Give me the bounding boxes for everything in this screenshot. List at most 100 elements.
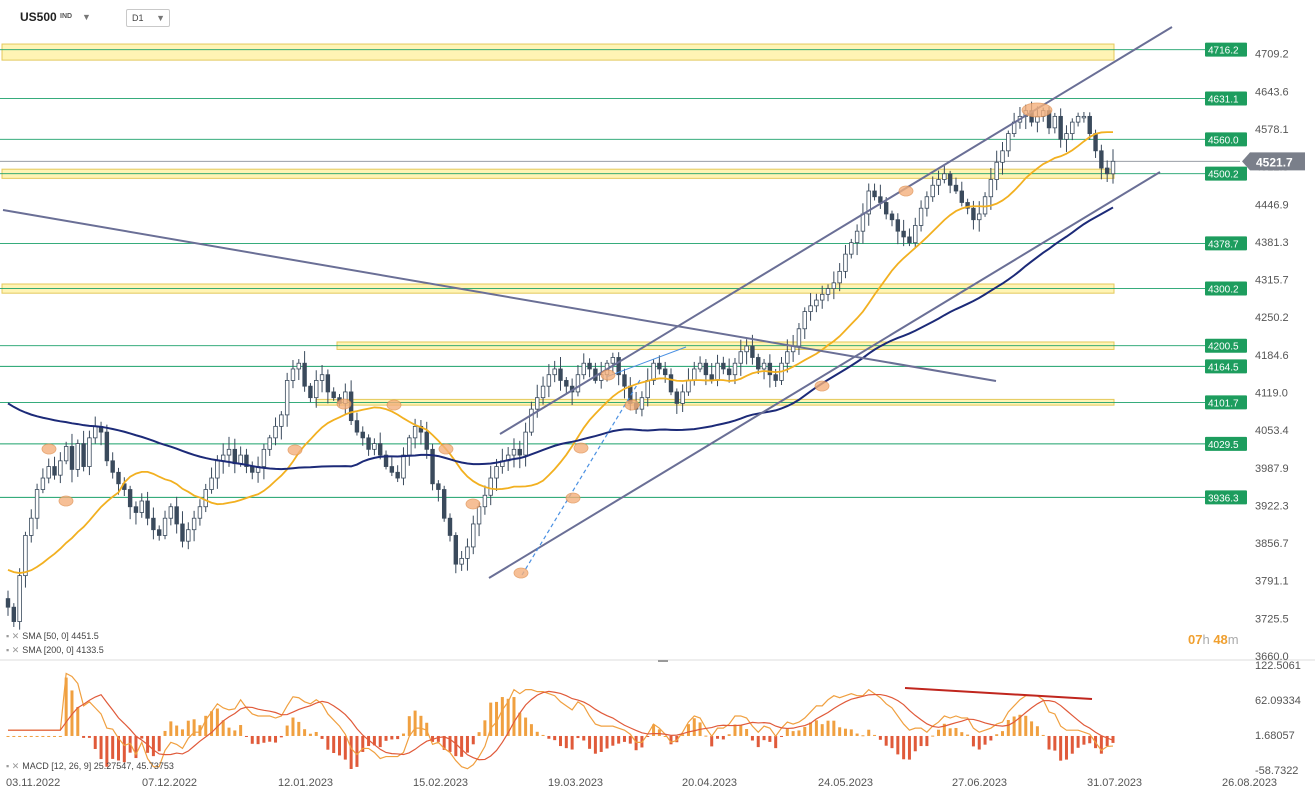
macd-bar [1047, 735, 1051, 750]
macd-bar [23, 735, 27, 737]
macd-bar [576, 735, 580, 739]
candle-body [476, 506, 482, 525]
macd-bar [925, 735, 929, 747]
exchange-label: IND [60, 13, 73, 20]
candle-body [535, 397, 540, 410]
date-axis-tick: 24.05.2023 [818, 777, 873, 789]
macd-bar [1006, 719, 1010, 736]
candle-body [244, 454, 249, 467]
macd-bar [855, 733, 859, 736]
timeframe-select[interactable]: D1 ▼ [126, 9, 170, 27]
macd-bar [343, 735, 347, 760]
macd-bar [489, 702, 493, 736]
level-label: 4631.1 [1208, 95, 1239, 106]
candle-body [314, 380, 319, 399]
macd-bar [657, 729, 661, 736]
candle-body [1110, 160, 1116, 175]
macd-bar [756, 735, 760, 748]
macd-bar [117, 735, 120, 761]
candle-body [127, 489, 133, 508]
candle-body [273, 425, 278, 439]
macd-bar [256, 735, 260, 745]
candle-body [808, 305, 813, 312]
macd-bar [442, 735, 446, 750]
candle-body [453, 535, 459, 565]
candle-body [1081, 115, 1087, 119]
candle-body [110, 460, 115, 473]
candle-body [802, 311, 807, 330]
macd-bar [448, 735, 452, 752]
price-axis-tick: 3856.7 [1255, 538, 1289, 550]
macd-bar [593, 735, 597, 754]
candle-body [1000, 150, 1005, 163]
candle-body [913, 225, 918, 244]
symbol-dropdown-icon[interactable]: ▼ [82, 12, 91, 22]
remove-macd-icon[interactable]: ▪ ✕ [6, 761, 20, 771]
candle-body [651, 362, 656, 381]
candle-body [866, 190, 871, 215]
macd-bar [41, 735, 45, 737]
macd-bar [1041, 734, 1045, 736]
macd-bar [896, 735, 900, 755]
level-label: 4101.7 [1208, 398, 1239, 409]
price-axis-tick: 4446.9 [1255, 199, 1289, 211]
macd-bar [396, 735, 400, 740]
macd-bar [6, 735, 10, 737]
candle-body [488, 477, 493, 496]
macd-bar [1082, 735, 1086, 745]
macd-bar [524, 717, 528, 736]
macd-bar [1064, 735, 1068, 760]
candle-body [1070, 121, 1075, 134]
price-axis-tick: 3987.9 [1255, 463, 1289, 475]
macd-bar [198, 725, 202, 736]
candle-body [133, 506, 139, 513]
candle-body [186, 529, 191, 542]
pivot-marker [58, 495, 74, 507]
symbol-label[interactable]: US500 [20, 10, 57, 24]
remove-sma50-icon[interactable]: ▪ ✕ [6, 631, 20, 641]
candle-body [703, 362, 709, 376]
candle-body [971, 207, 976, 221]
pivot-marker [1021, 102, 1053, 118]
remove-sma200-icon[interactable]: ▪ ✕ [6, 645, 20, 655]
sma50-legend-text: SMA [50, 0] 4451.5 [22, 631, 99, 641]
date-axis-tick: 15.02.2023 [413, 777, 468, 789]
macd-bar [902, 735, 906, 760]
candle-body [936, 179, 941, 186]
macd-bar [349, 735, 353, 769]
candle-body [977, 213, 982, 221]
macd-signal-line [8, 690, 1114, 761]
candle-body [11, 606, 17, 622]
candle-body [180, 523, 185, 542]
macd-bar [634, 735, 638, 751]
macd-bar [378, 735, 382, 748]
candle-body [907, 236, 912, 244]
macd-bar [244, 735, 248, 737]
candle-body [75, 443, 80, 470]
macd-axis-tick: 1.68057 [1255, 730, 1295, 742]
candle-body [732, 362, 738, 376]
candle-body [721, 362, 726, 370]
level-badge [1205, 490, 1247, 505]
macd-line [8, 672, 1114, 770]
macd-bar [425, 722, 429, 736]
candle-body [52, 466, 57, 476]
pivot-marker [600, 369, 616, 381]
macd-bar [570, 735, 574, 750]
candle-body [139, 500, 144, 513]
level-badge [1205, 395, 1247, 410]
pivot-marker [624, 399, 640, 411]
macd-bar [809, 722, 813, 736]
pivot-marker [386, 399, 402, 411]
macd-bar [175, 725, 179, 736]
price-axis-tick: 4184.6 [1255, 350, 1289, 362]
macd-bar [338, 735, 341, 756]
candle-body [191, 517, 197, 531]
macd-bar [53, 735, 57, 737]
candle-body [901, 230, 906, 238]
candle-body [261, 448, 267, 467]
candle-body [360, 431, 365, 439]
macd-bar [873, 734, 877, 736]
macd-bar [227, 727, 231, 736]
